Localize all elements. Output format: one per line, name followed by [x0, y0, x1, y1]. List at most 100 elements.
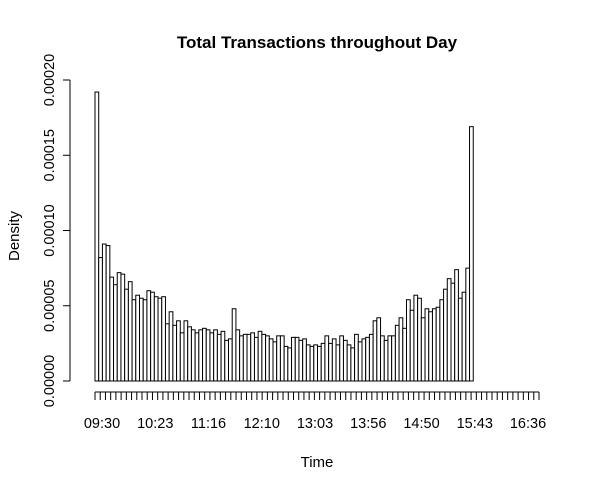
histogram-bar — [331, 338, 337, 382]
histogram-bar — [172, 324, 178, 382]
histogram-bar — [168, 311, 174, 382]
histogram-bar — [176, 320, 181, 382]
histogram-bar — [190, 329, 196, 382]
histogram-bar — [450, 282, 456, 382]
histogram-bar — [305, 344, 311, 382]
histogram-bar — [131, 299, 137, 382]
histogram-bar — [279, 335, 285, 382]
histogram-bar — [328, 342, 333, 382]
histogram-bar — [101, 243, 107, 382]
x-tick-label: 12:10 — [244, 416, 280, 432]
histogram-bar — [368, 333, 374, 382]
histogram-bar — [261, 333, 267, 382]
histogram-bar — [406, 299, 411, 382]
histogram-bar — [113, 284, 118, 382]
histogram-bar — [435, 306, 441, 382]
y-axis: 0.00000 0.00005 0.00010 0.00015 0.00020 — [42, 54, 71, 407]
histogram-bar — [183, 320, 189, 382]
x-axis: 09:30 10:23 11:16 12:10 13:03 13:56 14:50 15:43… — [84, 391, 546, 432]
histogram-bar — [105, 245, 111, 382]
histogram-bar — [283, 345, 289, 382]
histogram-bar — [402, 327, 408, 382]
histogram-bar — [298, 339, 304, 382]
x-tick-label: 10:23 — [137, 416, 173, 432]
histogram-bar — [350, 347, 356, 382]
x-tick-label: 15:43 — [457, 416, 493, 432]
histogram-bar — [116, 272, 122, 382]
histogram-bar — [250, 332, 255, 382]
histogram-bar — [428, 311, 433, 382]
y-tick-label: 0.00020 — [42, 54, 58, 106]
histogram-bar — [454, 269, 459, 382]
histogram-bar — [417, 297, 422, 382]
histogram-bar — [135, 294, 140, 382]
histogram-bar — [354, 333, 359, 382]
histogram-bar — [213, 329, 218, 382]
histogram-bar — [342, 339, 348, 382]
histogram-bar — [205, 329, 211, 382]
histogram-bar — [139, 297, 144, 382]
histogram-bar — [257, 330, 263, 382]
x-axis-label: Time — [301, 454, 334, 471]
histogram-bar — [287, 347, 293, 382]
x-tick-label: 09:30 — [84, 416, 120, 432]
histogram-bar — [380, 335, 385, 382]
histogram-bar — [398, 317, 404, 382]
histogram-bar — [457, 297, 463, 382]
histogram-bar — [431, 308, 437, 382]
histogram-bar — [94, 91, 100, 382]
x-tick-label: 13:03 — [297, 416, 333, 432]
histogram-bar — [313, 344, 319, 382]
histogram-bar — [365, 336, 370, 382]
histogram-bar — [268, 338, 274, 382]
histogram-bar — [157, 297, 163, 382]
histogram-bar — [357, 341, 363, 382]
x-tick-label: 11:16 — [191, 416, 226, 432]
histogram-bar — [409, 309, 415, 382]
histogram-bar — [194, 332, 200, 382]
histogram-bar — [235, 329, 241, 382]
histogram-bar — [361, 338, 367, 382]
histogram-bar — [187, 326, 192, 382]
histogram-bar — [153, 296, 159, 382]
histogram-bar — [265, 335, 270, 382]
histogram-bar — [228, 338, 233, 382]
x-tick-label: 13:56 — [350, 416, 386, 432]
histogram-bar — [372, 320, 378, 382]
bars-group — [94, 91, 474, 382]
histogram-bar — [320, 342, 326, 382]
histogram-bar — [465, 267, 471, 382]
histogram-bar — [302, 338, 307, 382]
histogram-bar — [339, 335, 344, 382]
histogram-bar — [239, 335, 244, 382]
histogram-bar — [161, 296, 166, 382]
histogram-bar — [179, 332, 185, 382]
histogram-bar — [461, 291, 467, 382]
histogram-bar — [291, 336, 296, 382]
y-tick-label: 0.00010 — [42, 204, 58, 256]
histogram-bar — [220, 330, 226, 382]
chart-title: Total Transactions throughout Day — [177, 33, 458, 52]
histogram-bar — [231, 308, 237, 382]
histogram-bar — [127, 281, 133, 382]
histogram-bar — [376, 317, 382, 382]
histogram-bar — [120, 273, 126, 382]
histogram-bar — [109, 276, 115, 382]
histogram-bar — [324, 335, 330, 382]
histogram-bar — [164, 323, 170, 382]
histogram-bar — [383, 339, 389, 382]
histogram-bar — [446, 278, 452, 382]
histogram-bar — [150, 291, 155, 382]
histogram-bar — [346, 344, 352, 382]
histogram-bar — [246, 333, 252, 382]
histogram-bar — [394, 324, 400, 382]
histogram-bar — [146, 290, 152, 382]
histogram-bar — [387, 335, 393, 382]
histogram-bar — [198, 329, 204, 382]
histogram-bar — [413, 294, 419, 382]
histogram-bar — [317, 345, 322, 382]
x-tick-label: 14:50 — [403, 416, 439, 432]
x-tick-label: 16:36 — [510, 416, 546, 432]
y-axis-label: Density — [6, 210, 23, 261]
